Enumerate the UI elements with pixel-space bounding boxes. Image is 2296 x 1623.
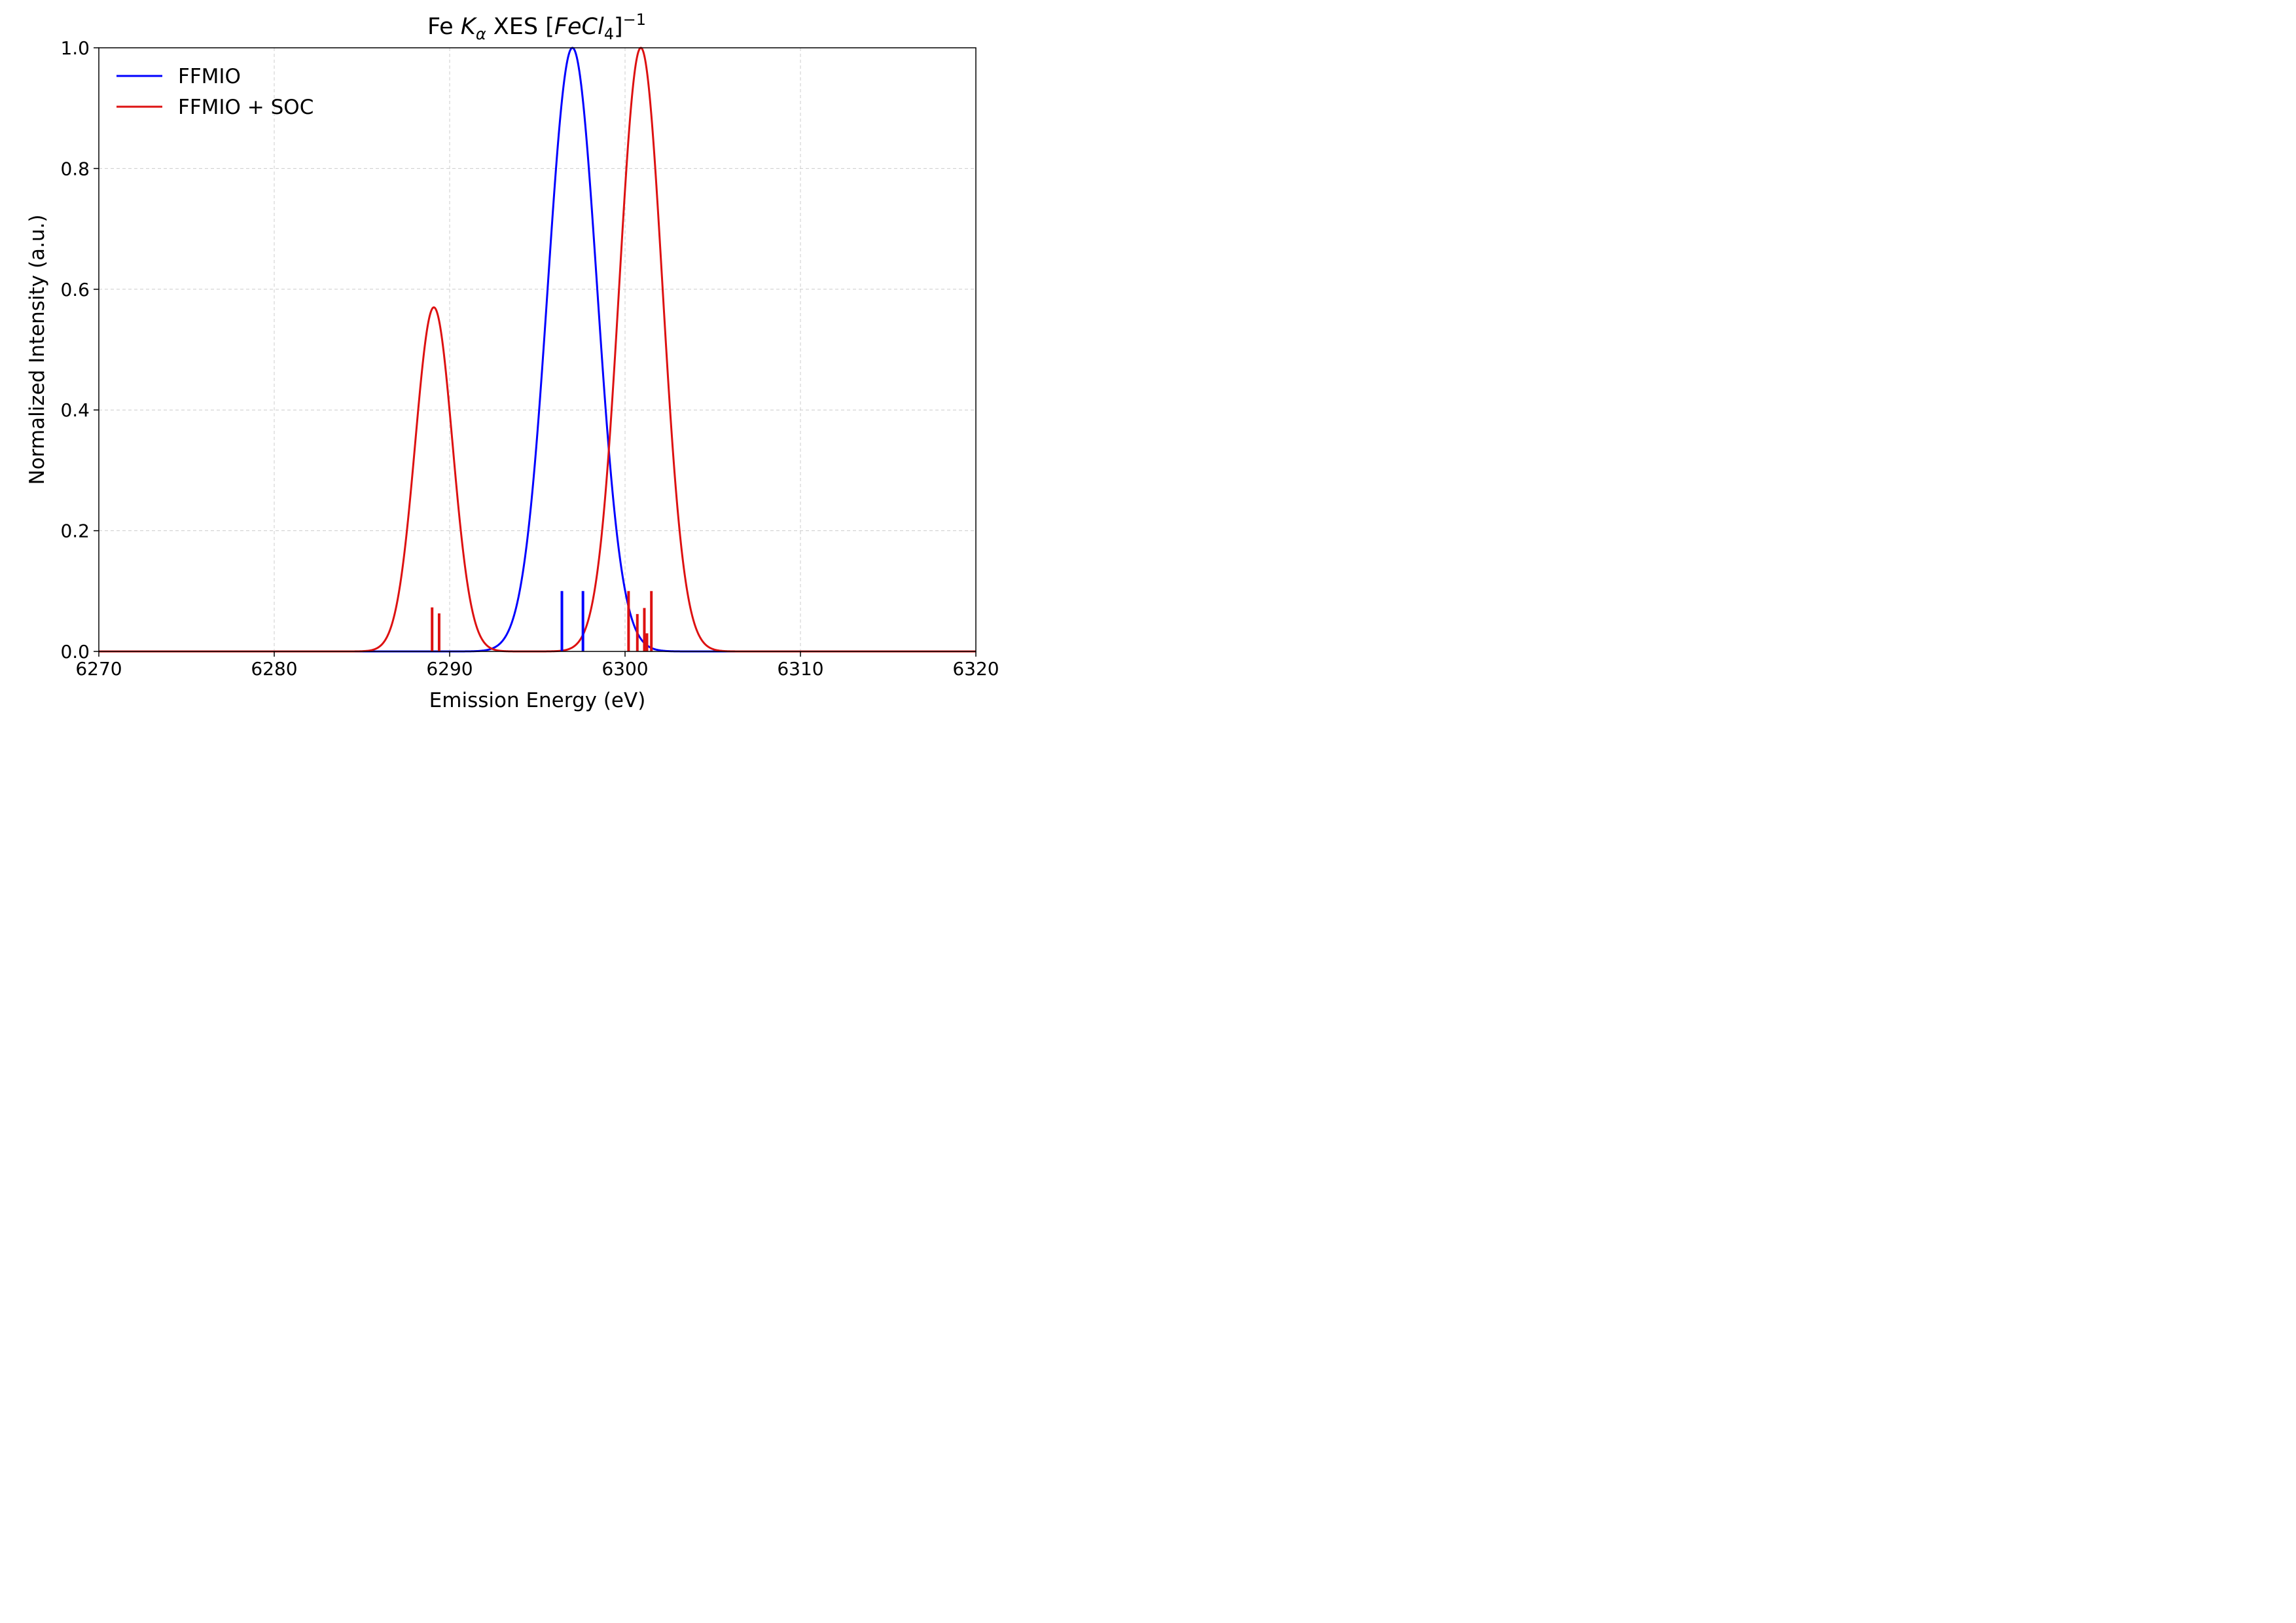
title-alpha: α [476,25,486,43]
x-tick-label-3: 6300 [601,658,648,680]
y-axis-label: Normalized Intensity (a.u.) [26,215,49,485]
y-tick-label-0: 0.0 [60,641,90,663]
xes-chart: Fe Kα XES [FeCl4]−1 6270 6280 6290 6300 6310… [0,0,1021,721]
plot-frame [98,47,977,652]
x-tick-label-1: 6280 [251,658,297,680]
title-prefix: Fe [427,14,461,40]
title-superscript: −1 [623,10,646,29]
chart-title: Fe Kα XES [FeCl4]−1 [427,10,646,43]
legend-label-ffmio: FFMIO [178,65,241,88]
y-tick-label-5: 1.0 [60,37,90,59]
title-subscript: 4 [604,25,614,43]
y-tick-label-1: 0.2 [60,520,90,542]
legend-label-ffmio-soc: FFMIO + SOC [178,96,314,119]
figure-background [0,0,1021,721]
title-close: ] [614,14,623,40]
axis-ticks: 6270 6280 6290 6300 6310 6320 0.0 0.2 0.4 0.6 0.8 1… [60,37,999,680]
title-k: K [461,14,478,40]
x-axis-label: Emission Energy (eV) [429,689,646,712]
grid [99,48,976,651]
y-tick-label-4: 0.8 [60,158,90,179]
legend: FFMIO FFMIO + SOC [117,65,314,119]
x-tick-label-4: 6310 [777,658,823,680]
x-tick-label-2: 6290 [426,658,473,680]
x-tick-label-0: 6270 [75,658,122,680]
title-middle: XES [ [486,14,554,40]
y-tick-label-3: 0.6 [60,279,90,301]
y-tick-label-2: 0.4 [60,399,90,421]
stick-spectra [431,591,653,651]
title-fecl: FeCl [554,14,604,40]
x-tick-label-5: 6320 [952,658,999,680]
